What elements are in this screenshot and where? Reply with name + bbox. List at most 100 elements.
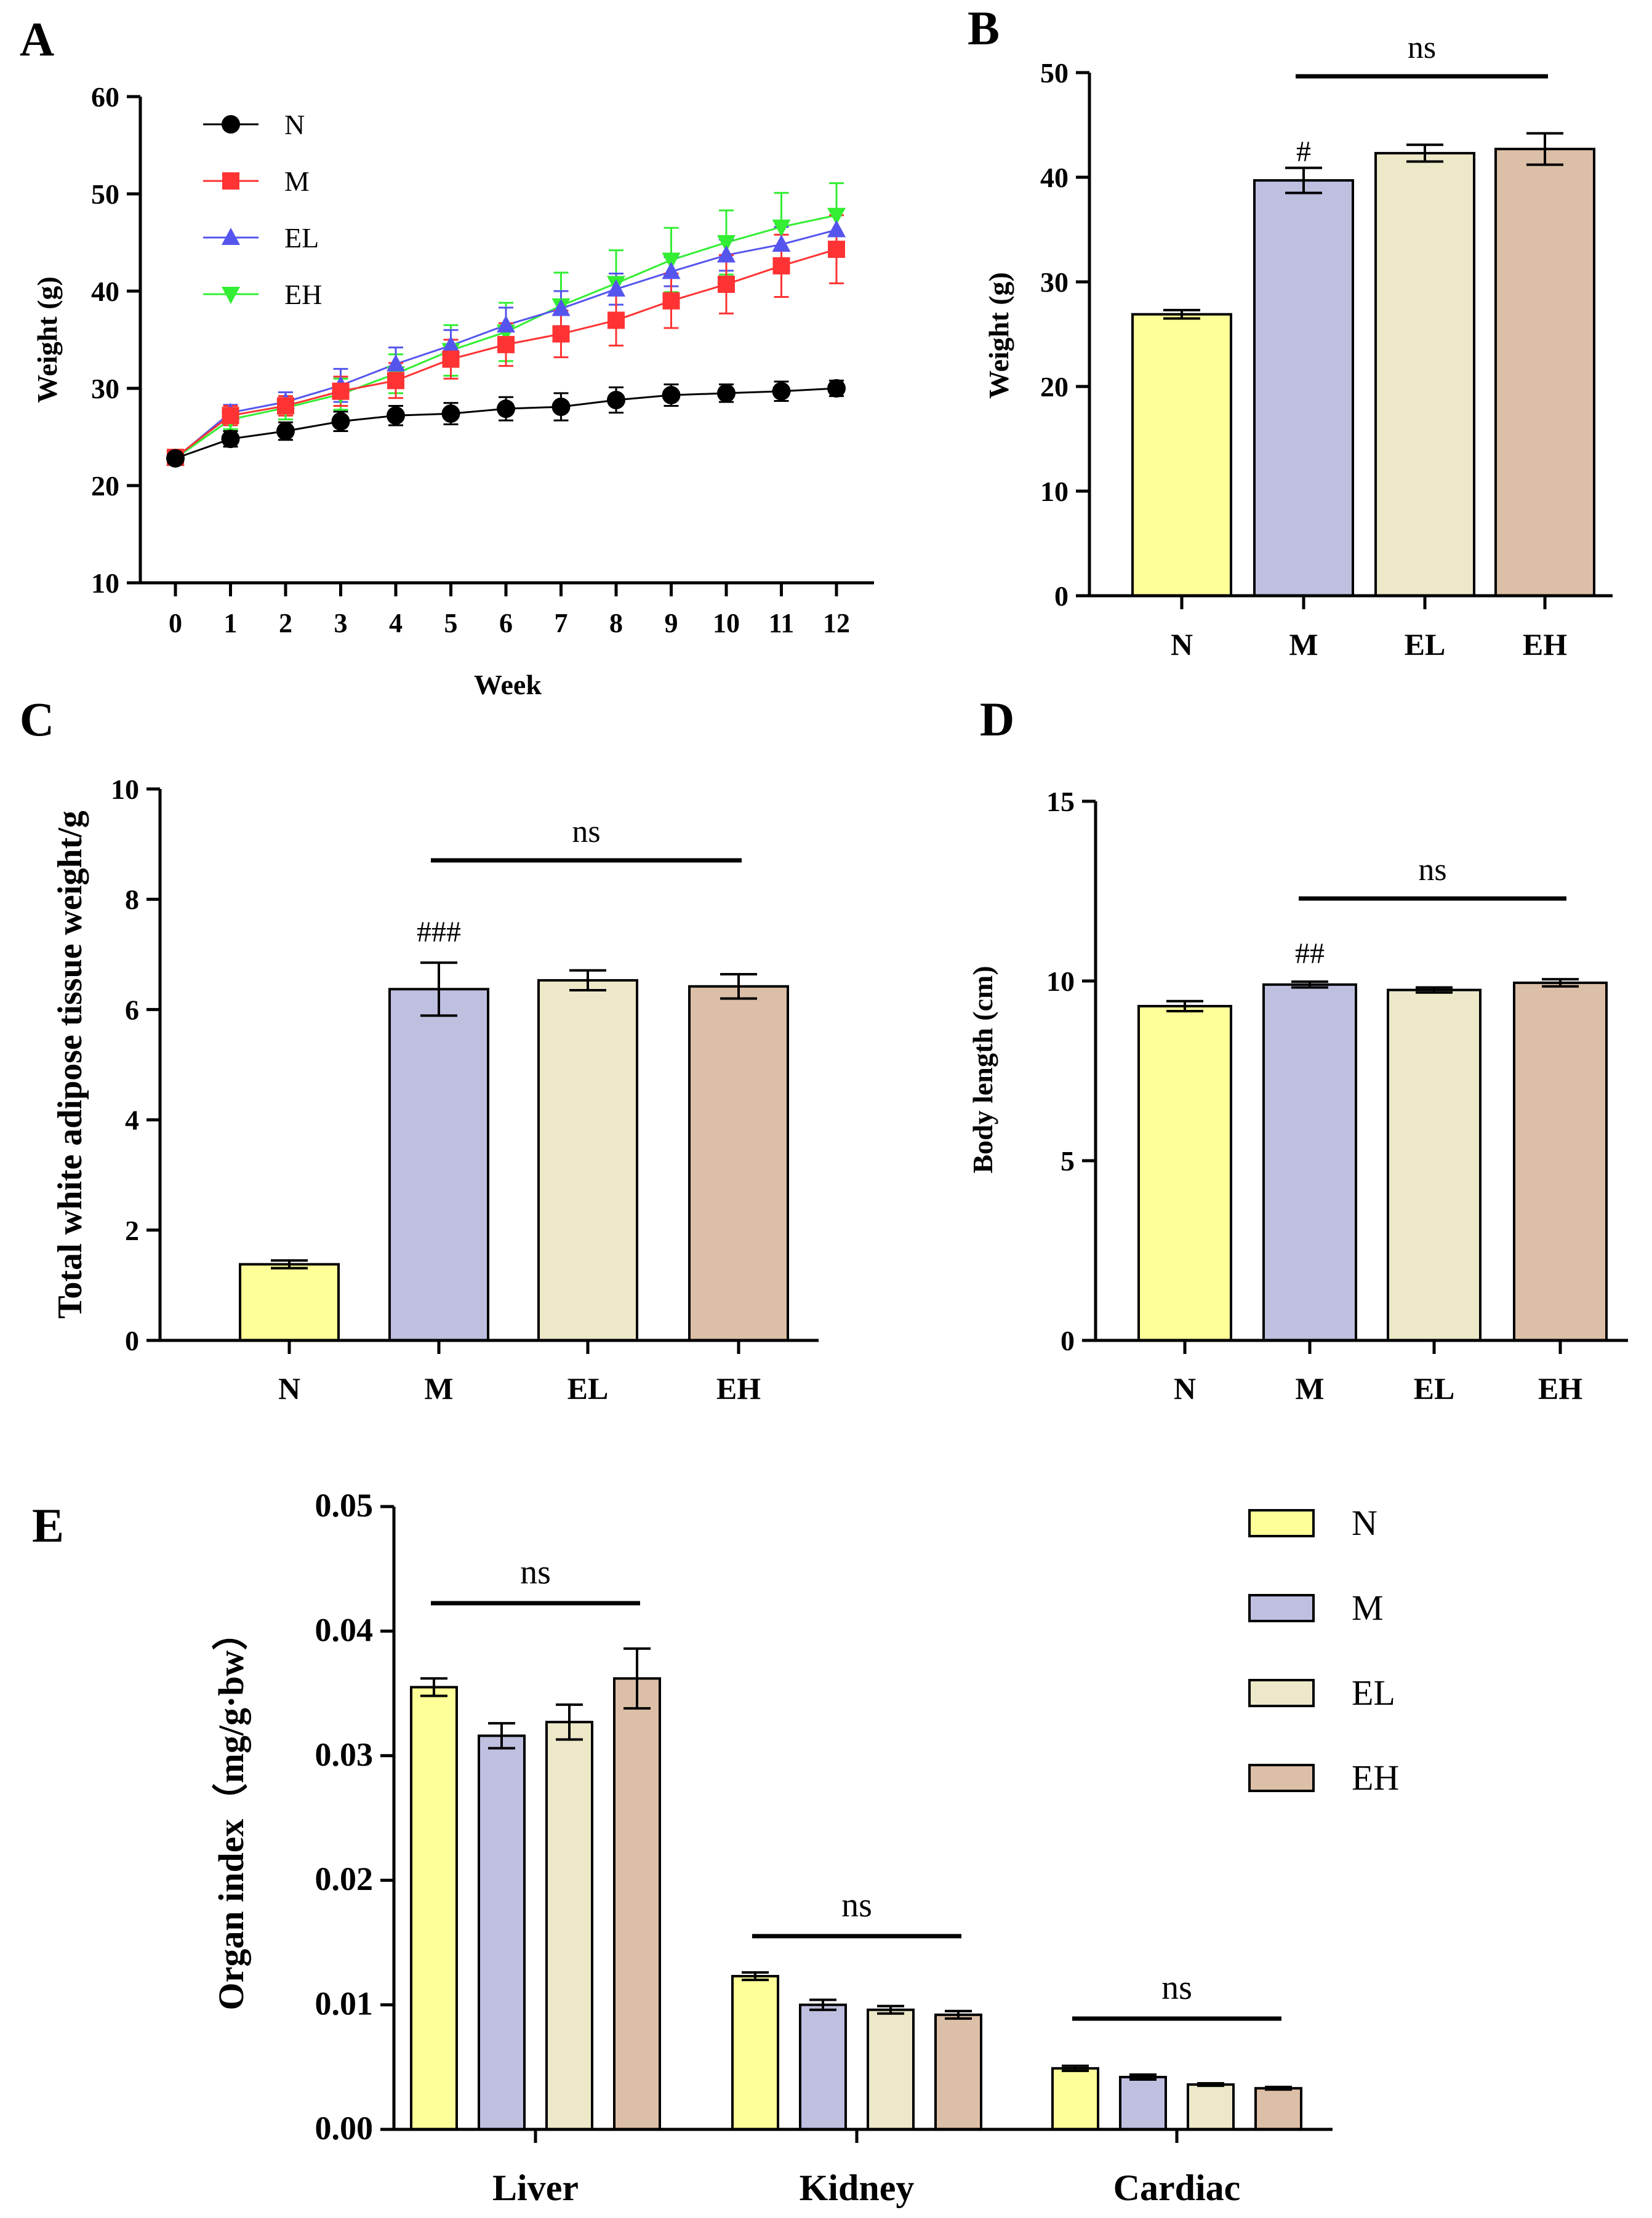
- y-tick-label: 0.03: [315, 1736, 374, 1773]
- x-tick-label: 9: [665, 608, 678, 638]
- panel-label-c: C: [20, 692, 54, 746]
- data-point-EL: [607, 279, 625, 297]
- bar-Liver-M: [478, 1734, 526, 2131]
- bar-EH: [1494, 148, 1595, 598]
- y-axis-label: Total white adipose tissue weight/g: [51, 811, 89, 1319]
- bar-Liver-N: [410, 1686, 458, 2131]
- bar-EL: [537, 979, 638, 1342]
- y-axis-label: Weight (g): [983, 272, 1014, 399]
- data-point-N: [441, 404, 460, 423]
- y-tick-label: 10: [111, 774, 139, 805]
- data-point-M: [552, 325, 570, 343]
- data-point-N: [551, 398, 571, 417]
- x-category-label: EH: [1523, 627, 1567, 662]
- y-tick-label: 4: [125, 1105, 139, 1136]
- bar-Cardiac-EH: [1254, 2087, 1302, 2131]
- x-tick-label: 11: [769, 608, 795, 638]
- y-tick-label: 40: [1040, 162, 1069, 193]
- bar-Kidney-EH: [934, 2013, 982, 2131]
- bar-Kidney-M: [799, 2003, 847, 2131]
- legend-swatch-M: [1248, 1594, 1315, 1622]
- x-category-label: EH: [1538, 1371, 1582, 1406]
- bar-Cardiac-EL: [1187, 2083, 1235, 2131]
- data-point-M: [662, 292, 680, 310]
- legend-label-M: M: [284, 166, 310, 197]
- legend-swatch-EL: [1248, 1679, 1315, 1707]
- y-tick-label: 40: [91, 276, 119, 307]
- data-point-N: [607, 390, 625, 409]
- data-point-M: [828, 241, 845, 258]
- y-tick-label: 10: [1046, 966, 1075, 997]
- data-point-EL: [772, 234, 791, 252]
- x-category-label: Liver: [492, 2168, 579, 2208]
- data-point-EL: [827, 220, 846, 238]
- significance-label: ns: [1408, 30, 1436, 65]
- legend-swatch-N: [1248, 1509, 1315, 1537]
- data-point-N: [331, 412, 350, 431]
- significance-label: ns: [841, 1886, 872, 1924]
- y-tick-label: 2: [125, 1215, 139, 1246]
- data-point-N: [827, 379, 846, 398]
- bar-Liver-EL: [545, 1721, 593, 2131]
- data-point-N: [717, 383, 736, 402]
- significance-label: ns: [520, 1553, 551, 1591]
- panel-label-b: B: [968, 1, 1000, 55]
- y-tick-label: 15: [1046, 786, 1075, 817]
- data-point-M: [387, 372, 404, 390]
- x-tick-label: 10: [713, 608, 740, 638]
- x-tick-label: 5: [444, 608, 458, 638]
- data-point-M: [497, 335, 515, 353]
- y-tick-label: 0.05: [315, 1487, 374, 1524]
- data-point-M: [442, 350, 460, 368]
- y-tick-label: 60: [91, 81, 119, 113]
- x-category-label: EL: [567, 1371, 609, 1406]
- y-tick-label: 50: [1040, 57, 1069, 89]
- x-category-label: N: [278, 1371, 300, 1406]
- bar-N: [239, 1263, 340, 1342]
- data-point-M: [772, 257, 790, 274]
- significance-label: ns: [572, 814, 600, 849]
- data-point-M: [277, 397, 294, 415]
- bar-Liver-EH: [613, 1677, 661, 2131]
- x-axis-label: Week: [474, 669, 542, 700]
- data-point-EL: [551, 298, 571, 316]
- bar-M: [1253, 179, 1354, 598]
- bar-M: [1262, 983, 1357, 1342]
- bar-Kidney-N: [731, 1975, 779, 2131]
- data-point-M: [222, 407, 239, 425]
- y-tick-label: 30: [1040, 266, 1069, 298]
- significance-label: ns: [1418, 852, 1446, 887]
- bar-Cardiac-N: [1051, 2067, 1099, 2131]
- data-point-EH: [827, 207, 846, 225]
- legend-label-EH: EH: [1352, 1758, 1399, 1798]
- data-point-EH: [662, 252, 681, 270]
- bar-Kidney-EL: [867, 2008, 915, 2131]
- data-point-N: [662, 386, 681, 405]
- significance-label: ns: [1161, 1969, 1192, 2007]
- legend-label-M: M: [1352, 1588, 1384, 1628]
- bar-Cardiac-M: [1119, 2075, 1167, 2131]
- bar-N: [1137, 1004, 1232, 1342]
- bar-EL: [1387, 988, 1482, 1342]
- x-category-label: EL: [1414, 1371, 1455, 1406]
- bar-EH: [1513, 981, 1608, 1342]
- legend-marker-M: [222, 172, 239, 190]
- legend-marker-EH: [222, 287, 240, 304]
- panel-label-a: A: [20, 12, 54, 66]
- bar-EL: [1374, 151, 1475, 597]
- annotation-label: ##: [1295, 937, 1325, 970]
- x-category-label: Cardiac: [1113, 2168, 1241, 2208]
- y-tick-label: 6: [125, 994, 139, 1025]
- y-axis-label: Body length (cm): [967, 966, 998, 1173]
- legend-label-EL: EL: [284, 222, 319, 254]
- panel-label-d: D: [980, 692, 1014, 746]
- data-point-N: [221, 430, 240, 449]
- data-point-M: [607, 311, 625, 329]
- data-point-EL: [497, 315, 515, 333]
- x-tick-label: 2: [279, 608, 292, 638]
- bar-N: [1131, 313, 1232, 597]
- bar-EH: [688, 985, 789, 1342]
- x-category-label: Kidney: [800, 2168, 915, 2208]
- data-point-EL: [441, 335, 460, 353]
- x-tick-label: 1: [224, 608, 238, 638]
